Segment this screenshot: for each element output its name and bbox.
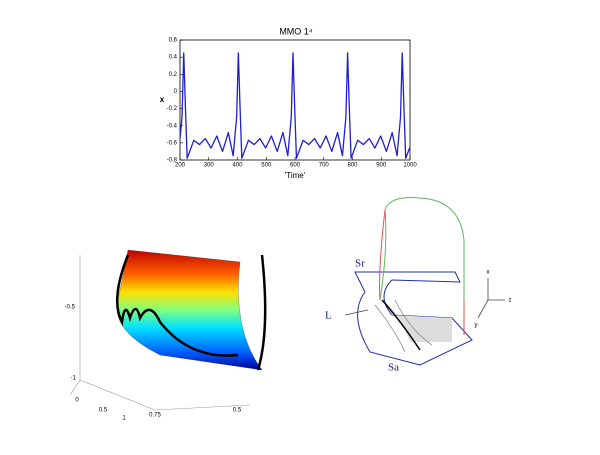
x-tick-label: 400: [232, 163, 243, 169]
surface-plot: [69, 249, 267, 411]
x-tick-label: 200: [175, 163, 186, 169]
surface-tick: 0.5: [99, 408, 108, 414]
axis-letter: y: [475, 323, 478, 329]
axis-letter: z: [509, 298, 512, 304]
y-tick-label: -0.6: [167, 140, 178, 146]
y-tick-label: 0.2: [169, 72, 178, 78]
diagram-label: L: [325, 310, 332, 322]
x-axis-label: 'Time': [285, 171, 306, 180]
y-tick-label: -0.4: [167, 123, 178, 129]
y-tick-label: -0.2: [167, 106, 178, 112]
x-tick-label: 1000: [403, 163, 417, 169]
schematic: [344, 197, 505, 366]
x-tick-label: 300: [204, 163, 215, 169]
x-tick-label: 700: [319, 163, 330, 169]
axis-letter: x: [487, 270, 490, 276]
y-tick-label: 0: [174, 89, 178, 95]
x-tick-label: 600: [290, 163, 301, 169]
surface-tick: 1: [122, 416, 126, 422]
y-tick-label: 0.6: [169, 38, 178, 44]
chart-title: MMO 1⁴: [279, 26, 313, 36]
diagram-label: Sr: [355, 258, 365, 270]
y-tick-label: -0.8: [167, 158, 178, 164]
x-tick-label: 500: [261, 163, 272, 169]
surface-tick: -0.5: [65, 305, 76, 311]
y-axis-label: x: [160, 95, 165, 104]
surface-tick: 0.75: [149, 413, 161, 419]
line-series: [179, 52, 411, 159]
y-tick-label: 0.4: [169, 55, 178, 61]
x-tick-label: 900: [376, 163, 387, 169]
surface-tick: 0: [75, 398, 79, 404]
surface-tick: -1: [71, 376, 77, 382]
x-tick-label: 800: [347, 163, 358, 169]
surface-tick: 0.5: [233, 408, 242, 414]
diagram-label: Sa: [388, 362, 399, 374]
